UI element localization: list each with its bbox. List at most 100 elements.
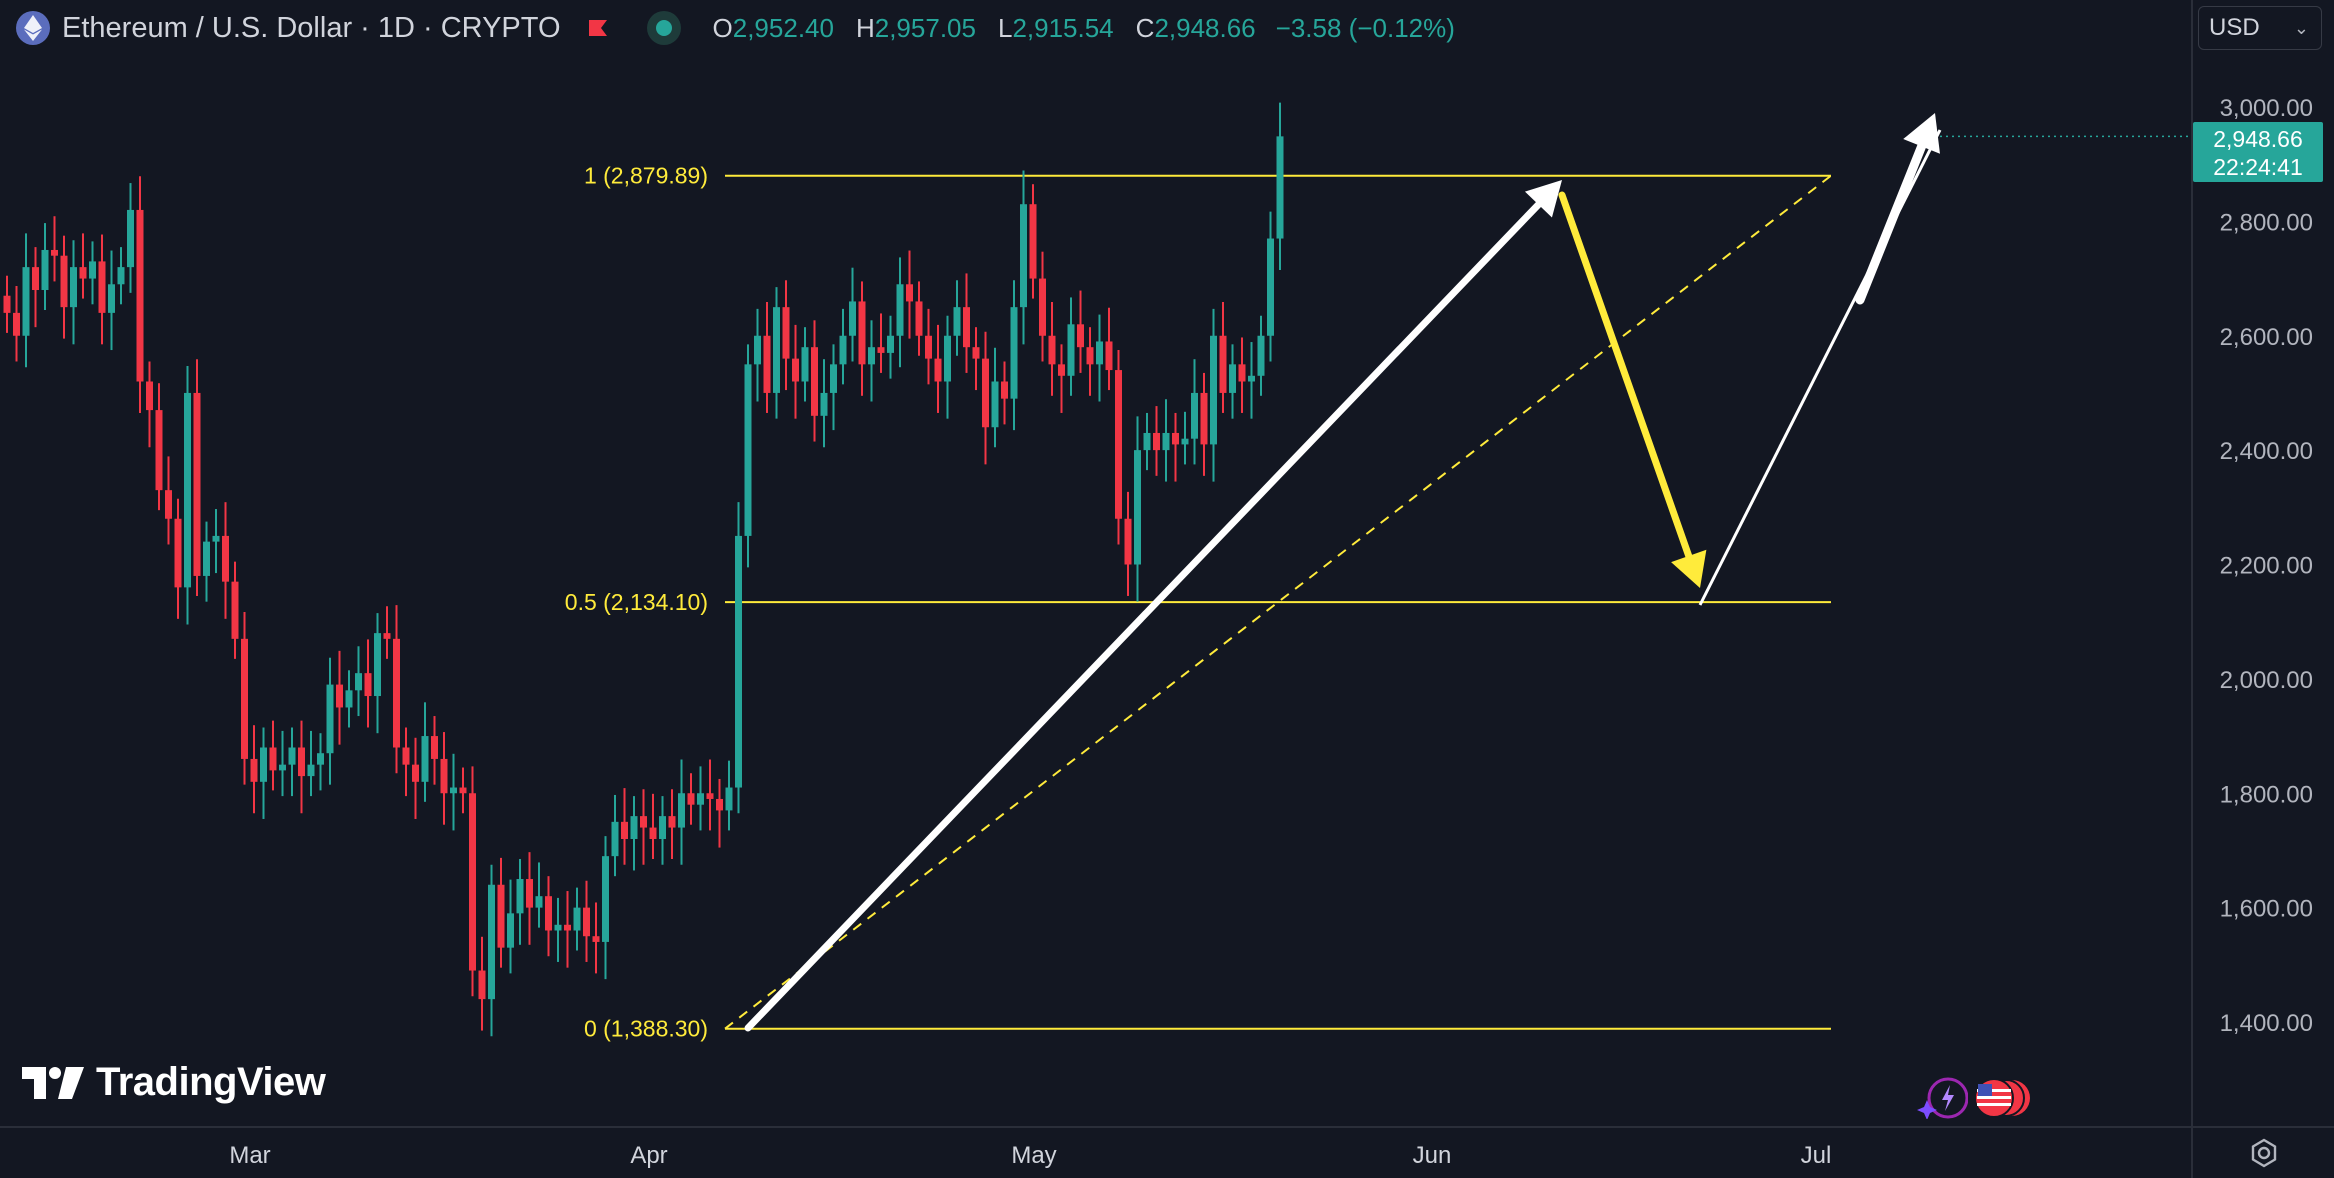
candle-body	[687, 793, 695, 805]
y-tick-label: 2,200.00	[2220, 553, 2313, 580]
ohlc-key: O	[712, 12, 733, 43]
candle-body	[402, 747, 410, 765]
candle-body	[1077, 324, 1084, 348]
candle-body	[89, 261, 96, 279]
candle-body	[136, 209, 144, 382]
candle-body	[858, 301, 866, 365]
candle-body	[1219, 335, 1227, 393]
ethereum-icon	[16, 11, 50, 45]
pullback-arrow	[1558, 191, 1707, 588]
candle-body	[1105, 341, 1113, 371]
x-tick-label: Apr	[630, 1142, 667, 1169]
candle-body	[51, 249, 58, 256]
candle-body	[231, 581, 239, 639]
candle-body	[1143, 432, 1151, 451]
symbol-title[interactable]: Ethereum / U.S. Dollar · 1D · CRYPTO	[62, 11, 561, 44]
candle-body	[127, 209, 134, 268]
candle-body	[925, 335, 932, 359]
ohlc-value: 2,952.40	[732, 12, 834, 43]
chevron-down-icon: ⌄	[2293, 17, 2309, 38]
fib-level-label: 0 (1,388.30)	[584, 1016, 708, 1042]
candle-body	[440, 758, 448, 794]
bar-countdown: 22:24:41	[2213, 154, 2303, 180]
candle-body	[1172, 432, 1179, 445]
candle-body	[355, 673, 362, 691]
candle-body	[345, 690, 353, 708]
candle-body	[659, 816, 666, 839]
candle-body	[868, 347, 875, 365]
us-economy-flag-icon[interactable]	[1972, 1077, 2032, 1119]
candle-body	[630, 816, 638, 839]
settings-gear-icon[interactable]	[2248, 1137, 2280, 1169]
candle-body	[545, 896, 552, 931]
candle-body	[298, 747, 305, 777]
last-price: 2,948.66	[2213, 126, 2303, 152]
candle-body	[839, 335, 847, 365]
candle-body	[877, 347, 885, 353]
candle-body	[1162, 432, 1170, 451]
flag-icon[interactable]	[587, 18, 609, 38]
candle-body	[725, 787, 733, 811]
arrow-head	[1524, 180, 1562, 218]
candle-body	[982, 358, 989, 428]
candle-body	[1048, 335, 1056, 365]
y-tick-label: 1,800.00	[2220, 781, 2313, 808]
candle-body	[535, 896, 543, 908]
candle-body	[820, 392, 828, 416]
candle-body	[744, 364, 752, 536]
candle-body	[203, 541, 210, 576]
ohlc-value: 2,948.66	[1154, 12, 1256, 43]
candle-body	[716, 798, 723, 811]
y-tick-label: 2,400.00	[2220, 438, 2313, 465]
x-tick-label: Mar	[229, 1142, 270, 1169]
rally-arrow	[744, 180, 1562, 1032]
market-status-icon[interactable]	[646, 11, 681, 45]
currency-select[interactable]: USD ⌄	[2198, 6, 2322, 50]
candle-body	[459, 787, 467, 794]
candle-body	[13, 312, 20, 336]
candle-body	[583, 907, 590, 937]
y-tick-label: 1,400.00	[2220, 1010, 2313, 1037]
candle-body	[953, 307, 961, 336]
x-tick-label: May	[1011, 1142, 1056, 1169]
candle-body	[849, 301, 856, 336]
candle-body	[488, 884, 495, 1000]
candle-body	[1248, 375, 1255, 382]
candle-body	[1001, 381, 1008, 399]
candle-body	[212, 535, 220, 542]
y-tick-label: 2,000.00	[2220, 667, 2313, 694]
candle-body	[1124, 518, 1132, 565]
ohlc-value: 2,915.54	[1012, 12, 1114, 43]
tradingview-logo[interactable]: TradingView	[22, 1060, 326, 1105]
candle-body	[621, 821, 628, 839]
candle-body	[412, 764, 419, 782]
candle-body	[763, 335, 771, 393]
candle-body	[497, 884, 505, 948]
candle-body	[146, 381, 153, 411]
candle-body	[649, 827, 657, 839]
candle-body	[1276, 136, 1284, 239]
arrow-shaft	[1558, 191, 1693, 560]
price-change: −3.58 (−0.12%)	[1275, 12, 1455, 43]
candle-body	[1257, 335, 1265, 376]
candle-body	[450, 787, 457, 794]
candle-body	[801, 347, 809, 382]
bottom-indicator-icons	[1916, 1077, 2032, 1119]
candle-body	[155, 410, 163, 491]
candle-body	[697, 793, 704, 805]
candle-body	[70, 267, 77, 308]
candle-body	[222, 535, 229, 582]
candle-body	[165, 490, 172, 519]
candle-body	[1134, 450, 1141, 565]
x-tick-label: Jul	[1801, 1142, 1832, 1169]
candle-body	[640, 816, 647, 828]
candle-body	[991, 381, 999, 428]
candle-body	[811, 347, 818, 416]
lightning-icon[interactable]	[1916, 1077, 1968, 1119]
fib-level-label: 1 (2,879.89)	[584, 163, 708, 189]
candle-body	[1153, 432, 1160, 451]
candle-body	[1058, 364, 1065, 376]
candle-body	[554, 924, 562, 931]
candle-body	[98, 261, 106, 313]
